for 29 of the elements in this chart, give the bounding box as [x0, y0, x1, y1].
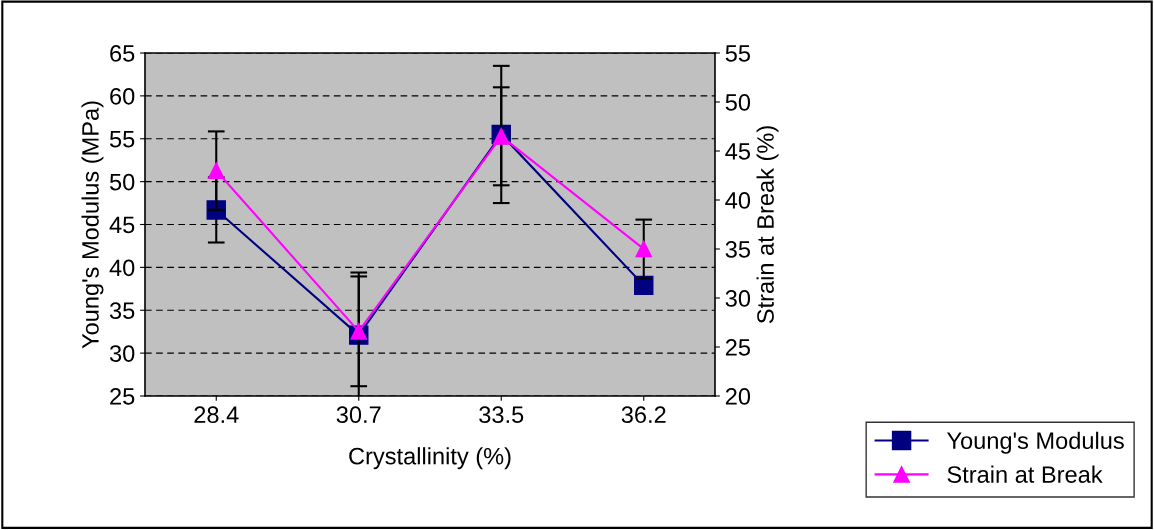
y-tick-label: 35	[109, 302, 135, 320]
point	[207, 162, 225, 179]
x-tick-label: 33.5	[479, 406, 524, 424]
y2-tick-label: 20	[725, 388, 751, 405]
x-tick-label: 28.4	[194, 406, 239, 424]
legend-label: Strain at Break	[947, 465, 1103, 483]
y2-tick-label: 25	[725, 339, 750, 356]
y-tick-label: 60	[110, 87, 135, 105]
y-tick-label: 45	[109, 216, 135, 234]
y-tick-label: 55	[109, 131, 135, 148]
legend-label: Young's Modulus	[946, 431, 1124, 454]
point	[350, 322, 368, 340]
y2-tick-label: 30	[725, 290, 751, 307]
y-tick-label: 25	[110, 388, 135, 405]
y-axis-title: Young's Modulus (MPa)	[81, 101, 104, 349]
y-tick-label: 50	[109, 173, 135, 191]
y-tick-label: 30	[109, 345, 135, 362]
x-axis-title: Crystallinity (%)	[349, 447, 511, 470]
point	[635, 240, 653, 258]
x-tick-label: 30.7	[336, 406, 381, 424]
y2-tick-label: 40	[725, 192, 751, 209]
x-tick-label: 36.2	[621, 406, 666, 424]
y2-tick-label: 50	[725, 94, 751, 111]
y-tick-label: 40	[109, 259, 135, 277]
y2-tick-label: 35	[725, 241, 750, 258]
y2-tick-label: 45	[725, 143, 750, 160]
y-tick-label: 65	[110, 45, 135, 62]
y2-tick-label: 55	[725, 45, 750, 62]
y2-axis-title: Strain at Break (%)	[756, 126, 779, 324]
